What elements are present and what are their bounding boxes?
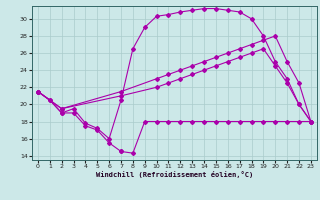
X-axis label: Windchill (Refroidissement éolien,°C): Windchill (Refroidissement éolien,°C) — [96, 171, 253, 178]
